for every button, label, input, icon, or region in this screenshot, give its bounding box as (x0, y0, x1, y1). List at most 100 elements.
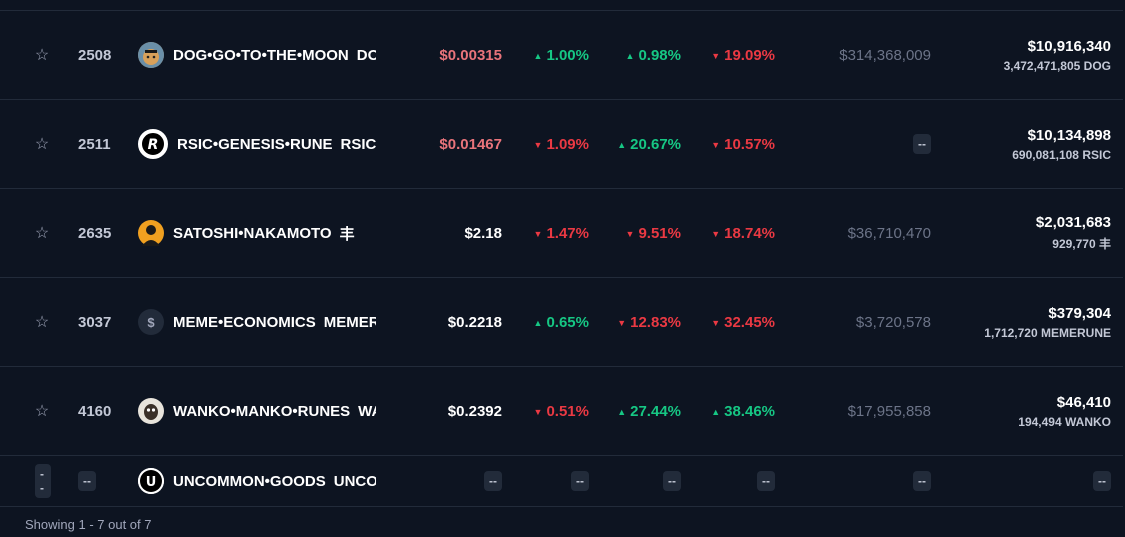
change-7d-value: 18.74% (711, 225, 775, 242)
rank-cell: -- (78, 456, 96, 506)
change-7d-dash: -- (757, 471, 775, 491)
rank-cell: 2511 (78, 135, 111, 153)
change-24h-value: 12.83% (617, 314, 681, 331)
token-name[interactable]: MEME•ECONOMICS (173, 313, 316, 331)
token-name[interactable]: UNCOMMON•GOODS (173, 472, 326, 490)
token-name-cell[interactable]: $ MEME•ECONOMICS MEMERUNE (138, 278, 376, 366)
favorite-star-icon[interactable]: ☆ (34, 47, 50, 64)
token-logo-meme-logo: $ (138, 309, 164, 335)
table-row[interactable]: -- -- U UNCOMMON•GOODS UNCOMMON -- -- -- -- -- -- (0, 455, 1123, 506)
token-name[interactable]: DOG•GO•TO•THE•MOON (173, 46, 349, 64)
volume-cell: $36,710,470 (847, 224, 931, 242)
volume-cell: -- (913, 456, 931, 506)
rank-cell: 2635 (78, 224, 112, 242)
token-symbol: MEMERUNE (323, 313, 376, 331)
token-logo-uncommon-logo: U (138, 468, 164, 494)
price-cell: -- (484, 456, 502, 506)
table-bottom-divider (0, 506, 1123, 507)
market-cap-cell: $10,134,898 690,081,108 RSIC (1012, 100, 1111, 188)
token-symbol: 丰 (339, 225, 355, 243)
token-name-cell[interactable]: SATOSHI•NAKAMOTO 丰 (138, 189, 376, 277)
change-7d: 38.46% (711, 367, 775, 455)
token-name-cell[interactable]: U UNCOMMON•GOODS UNCOMMON (138, 456, 376, 506)
change-7d: 18.74% (711, 189, 775, 277)
market-cap-cell: $10,916,340 3,472,471,805 DOG (1004, 11, 1111, 99)
favorite-star-icon[interactable]: ☆ (34, 225, 50, 242)
table-row[interactable]: ☆ 3037 $ MEME•ECONOMICS MEMERUNE $0.2218 0.65%… (0, 277, 1123, 366)
market-cap-value: $10,916,340 (1027, 37, 1111, 55)
change-24h-value: 20.67% (617, 136, 681, 153)
change-1h-value: 0.51% (534, 403, 589, 420)
change-7d: 32.45% (711, 278, 775, 366)
token-name-cell[interactable]: R RSIC•GENESIS•RUNE RSIC (138, 100, 376, 188)
placeholder-dash: -- (35, 464, 51, 498)
market-cap-value: $46,410 (1056, 393, 1111, 411)
circulating-supply: 690,081,108 RSIC (1012, 147, 1111, 162)
change-7d-value: 38.46% (711, 403, 775, 420)
favorite-star-icon[interactable]: ☆ (34, 136, 50, 153)
volume-cell: -- (913, 100, 931, 188)
circulating-supply: 929,770 丰 (1052, 237, 1111, 251)
pagination-summary: Showing 1 - 7 out of 7 (25, 517, 152, 532)
rank-dash: -- (78, 471, 96, 491)
change-1h: 0.65% (534, 278, 589, 366)
change-1h-value: 0.65% (534, 314, 589, 331)
change-1h-dash: -- (571, 471, 589, 491)
change-1h-value: 1.47% (534, 225, 589, 242)
token-symbol: RSIC (340, 135, 376, 153)
change-24h: 12.83% (617, 278, 681, 366)
change-1h: 1.47% (534, 189, 589, 277)
volume-cell: $314,368,009 (839, 46, 931, 64)
change-1h-value: 1.09% (534, 136, 589, 153)
price-cell: $0.2392 (447, 402, 502, 420)
svg-text:U: U (146, 475, 157, 490)
token-symbol: WANKO (358, 402, 376, 420)
token-name-cell[interactable]: DOG•GO•TO•THE•MOON DOG (138, 11, 376, 99)
table-row[interactable]: ☆ 2635 SATOSHI•NAKAMOTO 丰 $2.18 1.47% 9.51% 18.… (0, 188, 1123, 277)
favorite-star-icon[interactable]: ☆ (34, 403, 50, 420)
market-cap-cell: $46,410 194,494 WANKO (1018, 367, 1111, 455)
star-placeholder: -- (35, 456, 51, 506)
market-cap-value: $379,304 (1048, 304, 1111, 322)
table-row[interactable]: ☆ 2508 DOG•GO•TO•THE•MOON DOG $0.00315 1.00% 0… (0, 10, 1123, 99)
market-cap-value: $10,134,898 (1027, 126, 1111, 144)
volume-cell: $3,720,578 (855, 313, 931, 331)
circulating-supply: 3,472,471,805 DOG (1003, 58, 1111, 73)
change-24h-value: 27.44% (617, 403, 681, 420)
favorite-star-icon[interactable]: ☆ (34, 314, 50, 331)
price-cell: $0.00315 (439, 46, 502, 64)
token-name[interactable]: SATOSHI•NAKAMOTO (173, 224, 332, 242)
circulating-supply: 194,494 WANKO (1018, 414, 1111, 429)
svg-text:R: R (148, 137, 159, 153)
token-name[interactable]: WANKO•MANKO•RUNES (173, 402, 351, 420)
change-1h: 0.51% (534, 367, 589, 455)
token-logo-rsic-logo: R (138, 129, 168, 159)
token-logo-wanko-logo (138, 398, 164, 424)
change-7d: 19.09% (711, 11, 775, 99)
token-name-cell[interactable]: WANKO•MANKO•RUNES WANKO (138, 367, 376, 455)
change-24h: -- (663, 456, 681, 506)
change-1h: 1.09% (534, 100, 589, 188)
volume-dash: -- (913, 471, 931, 491)
change-7d: 10.57% (711, 100, 775, 188)
token-logo-dog-logo (138, 42, 164, 68)
price-cell: $0.01467 (439, 135, 502, 153)
change-24h: 20.67% (617, 100, 681, 188)
table-row[interactable]: ☆ 2511 R RSIC•GENESIS•RUNE RSIC $0.01467 1.09%… (0, 99, 1123, 188)
table-row[interactable]: ☆ 4160 WANKO•MANKO•RUNES WANKO $0.2392 0.51% 2… (0, 366, 1123, 455)
change-1h: -- (571, 456, 589, 506)
market-cap-cell: $2,031,683 929,770 丰 (1036, 189, 1111, 277)
change-1h-value: 1.00% (534, 47, 589, 64)
market-cap-cell: $379,304 1,712,720 MEMERUNE (984, 278, 1111, 366)
rank-cell: 4160 (78, 402, 112, 420)
volume-cell: $17,955,858 (847, 402, 931, 420)
change-24h: 9.51% (626, 189, 681, 277)
price-dash: -- (484, 471, 502, 491)
change-7d-value: 19.09% (711, 47, 775, 64)
market-cap-cell: -- (1093, 456, 1111, 506)
change-7d: -- (757, 456, 775, 506)
change-24h-value: 0.98% (626, 47, 681, 64)
token-symbol: DOG (356, 46, 376, 64)
rank-cell: 3037 (78, 313, 112, 331)
token-name[interactable]: RSIC•GENESIS•RUNE (177, 135, 333, 153)
